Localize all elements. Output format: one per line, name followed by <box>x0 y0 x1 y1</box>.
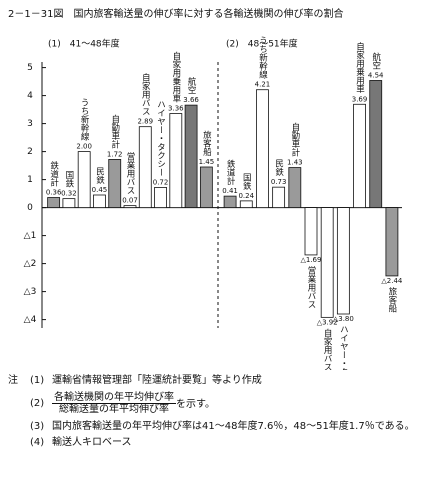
category-label: 自家用乗用車 <box>171 51 181 104</box>
bar <box>336 207 350 315</box>
category-label: 営業用バス <box>306 265 316 308</box>
category-label: 旅客船 <box>201 130 211 157</box>
fraction: 各輸送機関の年平均伸び率 総輸送量の年平均伸び率 <box>52 392 176 416</box>
category-label: 民鉄 <box>94 167 104 185</box>
y-tick-label: 3 <box>27 119 33 129</box>
category-label: 自動車計 <box>110 114 120 150</box>
value-label: △2.44 <box>381 277 403 285</box>
bar <box>304 207 318 256</box>
category-label: 民鉄 <box>274 159 284 177</box>
chart: 2－1－31図 国内旅客輸送量の伸び率に対する各輸送機関の伸び率の割合 (1) … <box>8 7 403 370</box>
value-label: 1.43 <box>287 159 303 167</box>
value-label: 1.72 <box>107 150 123 158</box>
value-label: 0.41 <box>222 187 238 195</box>
y-tick-label: 0 <box>27 203 33 213</box>
value-label: 0.07 <box>122 197 138 205</box>
note-label: 注 <box>8 375 18 386</box>
note: (2) 各輸送機関の年平均伸び率 総輸送量の年平均伸び率 を示す。 <box>8 392 420 416</box>
note: (3) 国内旅客輸送量の年平均伸び率は41～48年度7.6％，48～51年度1.7… <box>8 421 420 433</box>
category-label: うち新幹線 <box>79 98 89 141</box>
note-num: (1) <box>30 375 45 386</box>
note-num: (2) <box>30 397 45 409</box>
panel-title: (1) 41～48年度 <box>48 38 120 50</box>
numerator: 各輸送機関の年平均伸び率 <box>52 391 176 404</box>
bar <box>353 103 366 208</box>
y-tick-label: △3 <box>24 287 37 297</box>
figure-title: 2－1－31図 国内旅客輸送量の伸び率に対する各輸送機関の伸び率の割合 <box>8 7 343 20</box>
note-num: (4) <box>30 437 45 448</box>
value-label: 2.89 <box>137 118 153 126</box>
category-label: 旅客船 <box>387 286 397 313</box>
value-label: △3.80 <box>333 315 354 323</box>
bar <box>223 195 237 208</box>
bar <box>93 194 106 209</box>
value-label: △3.92 <box>317 318 338 326</box>
note-text: 国内旅客輸送量の年平均伸び率は41～48年度7.6％，48～51年度1.7％であ… <box>52 420 415 432</box>
bar <box>138 126 152 208</box>
y-tick-label: 2 <box>27 147 33 157</box>
bar <box>239 200 253 209</box>
note-text: 運輸省情報管理部「陸運統計要覧」等より作成 <box>52 375 262 386</box>
value-label: 0.45 <box>92 186 108 194</box>
category-label: 自家用乗用車 <box>355 42 365 95</box>
bar <box>320 207 334 318</box>
bar <box>169 113 183 208</box>
note: (4) 輸送人キロベース <box>8 437 420 449</box>
category-label: 航空 <box>371 52 381 70</box>
category-label: 鉄道計 <box>225 159 235 186</box>
note: 注 (1) 運輸省情報管理部「陸運統計要覧」等より作成 <box>8 375 420 387</box>
value-label: 0.73 <box>271 178 287 186</box>
category-label: 国鉄 <box>241 173 251 191</box>
bar <box>184 104 198 209</box>
y-tick-label: 1 <box>27 175 33 185</box>
category-label: 営業用バス <box>125 152 135 195</box>
y-tick-label: △4 <box>24 315 37 325</box>
value-label: 0.72 <box>153 178 169 186</box>
category-label: 自家用バス <box>322 328 332 370</box>
bar <box>272 186 286 209</box>
bar <box>288 167 302 208</box>
denominator: 総輸送量の年平均伸び率 <box>59 404 169 415</box>
y-tick-label: △2 <box>24 259 37 269</box>
value-label: 1.45 <box>199 158 215 166</box>
panel-title: (2) 48～51年度 <box>226 38 298 50</box>
y-tick-label: △1 <box>24 231 37 241</box>
category-label: 自家用バス <box>140 73 150 116</box>
value-label: 0.24 <box>238 192 254 200</box>
category-label: 国鉄 <box>64 171 74 189</box>
value-label: 0.36 <box>46 189 62 197</box>
notes: 注 (1) 運輸省情報管理部「陸運統計要覧」等より作成 (2) 各輸送機関の年平均伸び… <box>8 375 420 454</box>
y-tick-label: 5 <box>27 63 33 73</box>
value-label: 3.66 <box>183 96 199 104</box>
value-label: 4.21 <box>255 81 271 89</box>
category-label: うち新幹線 <box>257 36 267 79</box>
bar <box>62 198 76 208</box>
value-label: 4.54 <box>368 71 384 79</box>
bar <box>199 166 213 208</box>
value-label: 3.36 <box>168 105 184 113</box>
bar <box>385 207 399 277</box>
category-label: 航空 <box>186 77 196 95</box>
bar <box>108 159 122 209</box>
bar <box>256 89 269 208</box>
category-label: ハイヤー・タクシー <box>156 100 166 177</box>
bar <box>77 151 91 209</box>
value-label: 0.32 <box>61 190 77 198</box>
bar <box>123 205 137 208</box>
y-tick-label: 4 <box>27 91 33 101</box>
value-label: 3.69 <box>352 95 368 103</box>
note-num: (3) <box>30 420 45 432</box>
value-label: 2.00 <box>76 143 92 151</box>
note-text: を示す。 <box>176 398 215 410</box>
bar <box>369 80 383 209</box>
value-label: △1.69 <box>301 256 322 264</box>
bar <box>47 197 61 209</box>
bar <box>154 187 167 209</box>
category-label: ハイヤー・タクシー <box>338 325 348 370</box>
category-label: 自動車計 <box>290 122 300 158</box>
note-text: 輸送人キロベース <box>52 437 132 448</box>
category-label: 鉄道計 <box>49 161 59 188</box>
